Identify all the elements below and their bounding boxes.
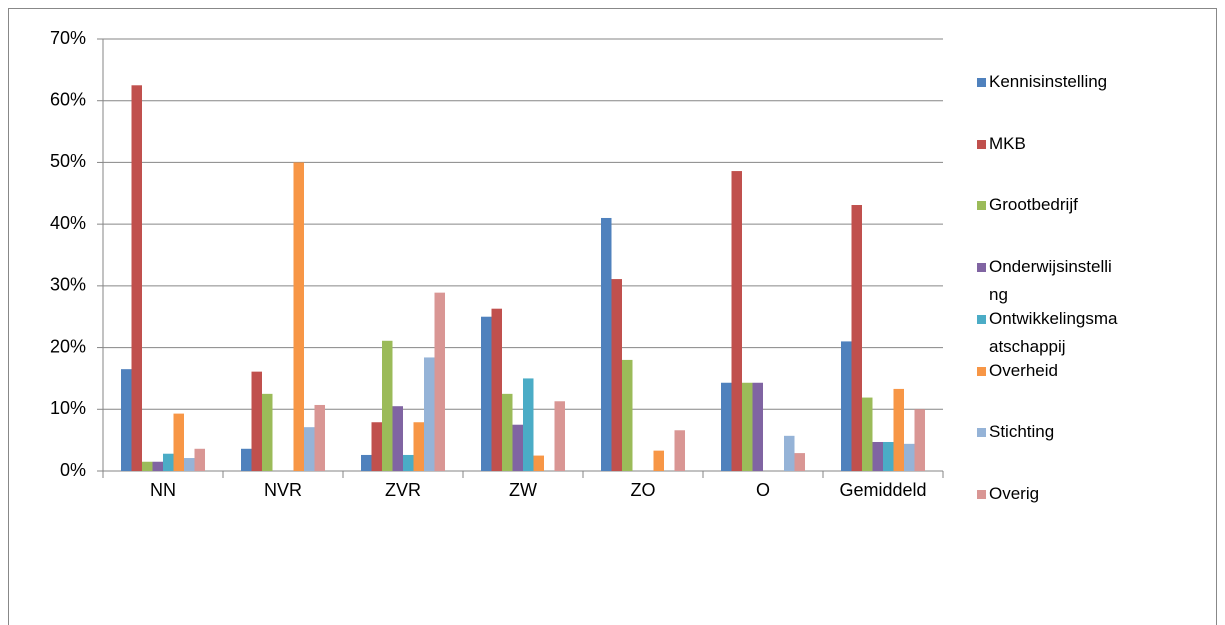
bar	[674, 430, 685, 471]
bar	[371, 422, 382, 471]
bar	[502, 393, 513, 471]
x-tick-label: NVR	[264, 480, 302, 500]
y-tick-label: 40%	[50, 213, 86, 233]
bar	[721, 382, 732, 471]
x-tick-label: ZW	[509, 480, 537, 500]
bar	[481, 316, 492, 471]
legend-swatch	[977, 78, 986, 87]
bar	[163, 453, 174, 471]
bar	[653, 450, 664, 471]
bar	[403, 454, 414, 471]
bar	[794, 453, 805, 471]
legend-swatch	[977, 489, 986, 499]
bar	[173, 413, 184, 471]
bar	[392, 406, 403, 471]
bar	[131, 85, 142, 472]
bar	[424, 357, 435, 471]
legend-item: Overheid	[977, 357, 1177, 385]
y-tick-label: 60%	[50, 89, 86, 109]
legend-swatch	[977, 201, 986, 211]
legend-label: Kennisinstelling	[989, 72, 1108, 91]
bar	[883, 441, 894, 471]
legend-label: Stichting	[989, 422, 1055, 442]
bar	[121, 369, 132, 471]
bar	[904, 443, 915, 471]
y-tick-label: 70%	[50, 28, 86, 48]
bar	[784, 435, 795, 471]
bar	[841, 341, 852, 471]
bar	[262, 393, 273, 471]
y-tick-label: 30%	[50, 275, 86, 295]
bar	[512, 424, 523, 471]
bar	[872, 441, 883, 471]
bar	[382, 340, 393, 471]
bar	[194, 448, 205, 471]
bar	[554, 401, 565, 471]
y-tick-label: 0%	[60, 460, 86, 480]
bar	[611, 279, 622, 471]
y-tick-label: 20%	[50, 336, 86, 356]
legend-item: Ontwikkelingsmaatschappij	[977, 305, 1177, 361]
legend-item: Stichting	[977, 418, 1177, 446]
legend-item: Overig	[977, 480, 1177, 508]
legend-label: Onderwijsinstelling	[989, 257, 1112, 305]
bar	[314, 404, 325, 471]
bar	[434, 292, 445, 471]
bar	[152, 461, 163, 471]
x-tick-label: NN	[150, 480, 176, 500]
bar	[491, 308, 502, 471]
x-tick-label: ZVR	[385, 480, 421, 500]
legend-swatch	[977, 139, 986, 149]
legend-item: Grootbedrijf	[977, 191, 1177, 219]
bar	[622, 359, 633, 471]
bar	[523, 378, 534, 471]
legend-swatch	[977, 263, 986, 273]
bar	[413, 422, 424, 471]
bar	[731, 171, 742, 471]
bar	[851, 205, 862, 472]
x-tick-label: ZO	[631, 480, 656, 500]
legend-label: Ontwikkelingsmaatschappij	[989, 308, 1118, 356]
bar	[361, 454, 372, 471]
x-tick-label: Gemiddeld	[839, 480, 926, 500]
legend-item: Onderwijsinstelling	[977, 253, 1177, 309]
bar	[251, 371, 262, 471]
legend-swatch	[977, 428, 986, 438]
bar	[304, 427, 315, 471]
legend-swatch	[977, 314, 986, 324]
bar	[142, 461, 153, 471]
legend-label: Overig	[989, 483, 1040, 503]
chart-border	[8, 8, 1217, 625]
bar	[184, 458, 195, 471]
bar	[241, 448, 252, 471]
bar	[601, 217, 612, 471]
bar	[914, 409, 925, 471]
bar	[862, 397, 873, 471]
legend-label: MKB	[989, 133, 1026, 153]
bar	[533, 455, 544, 471]
x-tick-label: O	[756, 480, 770, 500]
legend-item: MKB	[977, 130, 1177, 158]
y-tick-label: 50%	[50, 151, 86, 171]
y-tick-label: 10%	[50, 398, 86, 418]
legend-label: Grootbedrijf	[989, 195, 1078, 215]
legend-swatch	[977, 366, 986, 376]
legend-label: Overheid	[989, 360, 1058, 380]
bar	[293, 162, 304, 471]
bar	[752, 382, 763, 471]
bar	[893, 388, 904, 471]
legend-item: Kennisinstelling	[977, 68, 1177, 96]
bar	[742, 382, 753, 471]
